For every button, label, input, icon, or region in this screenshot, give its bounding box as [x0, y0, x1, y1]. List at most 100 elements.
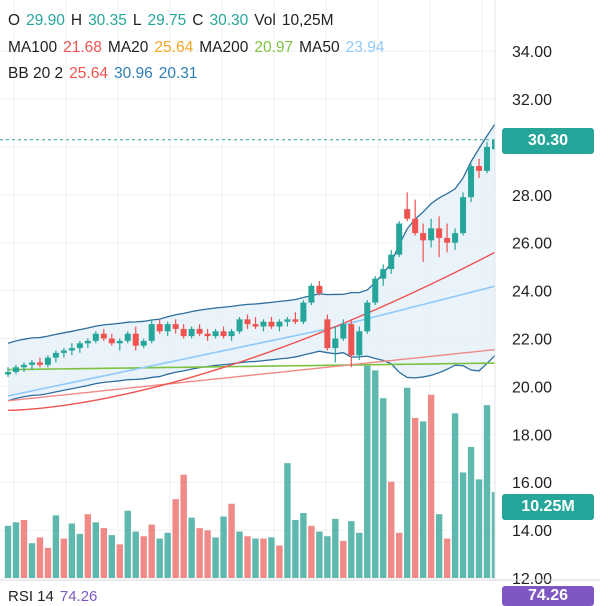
candle-body — [388, 254, 395, 270]
volume-bar — [180, 474, 187, 578]
candle-body — [412, 218, 419, 234]
candle-body — [428, 228, 435, 241]
price-tick-label: 20.00 — [512, 379, 552, 396]
volume-bar — [324, 536, 331, 578]
candle-body — [276, 321, 283, 327]
moving-average-legend: MA100 21.68 MA20 25.64 MA200 20.97 MA50 23.94 — [8, 39, 390, 57]
candle-body — [220, 331, 227, 337]
volume-bar — [411, 417, 419, 578]
ma-value-3: 23.94 — [345, 39, 385, 56]
candle-body — [484, 146, 491, 171]
legend-value-2: 29.75 — [147, 12, 187, 29]
candle-body — [268, 321, 275, 327]
candle-body — [5, 372, 11, 375]
ma-name-1: MA20 — [107, 39, 149, 56]
candle-body — [28, 362, 35, 365]
candle-body — [84, 340, 91, 344]
volume-bar — [148, 524, 155, 578]
legend-key-0: O — [8, 12, 21, 29]
volume-bar — [172, 499, 179, 578]
volume-bar — [196, 528, 203, 578]
candle-body — [356, 331, 363, 356]
candle-body — [12, 367, 19, 373]
candle-body — [76, 343, 83, 349]
candle-body — [212, 331, 219, 337]
candle-body — [316, 285, 323, 293]
candle-body — [116, 340, 123, 344]
candle-body — [476, 166, 483, 171]
rsi-value: 74.26 — [59, 588, 98, 605]
candle-body — [300, 302, 307, 322]
candle-body — [124, 333, 131, 341]
volume-bar — [276, 545, 283, 578]
volume-bar — [228, 503, 235, 578]
volume-bar — [332, 518, 339, 578]
volume-bar — [12, 522, 20, 578]
candle-body — [204, 333, 211, 337]
candle-body — [236, 319, 243, 332]
volume-bar — [340, 540, 347, 578]
rsi-value-tag: 74.26 — [502, 586, 594, 606]
ma-name-3: MA50 — [299, 39, 340, 56]
volume-bar — [132, 531, 139, 578]
bb-value-0: 25.64 — [69, 65, 108, 82]
candle-body — [404, 209, 411, 219]
legend-value-1: 30.35 — [88, 12, 127, 29]
volume-bar — [380, 398, 387, 578]
candle-body — [436, 228, 443, 238]
volume-bar — [395, 532, 403, 578]
volume-bar — [76, 533, 84, 578]
candle-body — [444, 237, 451, 243]
price-tick-label: 34.00 — [512, 44, 552, 61]
candle-body — [252, 324, 259, 327]
volume-bar — [403, 387, 411, 578]
candle-body — [364, 302, 371, 332]
candle-body — [68, 348, 75, 351]
volume-bar — [140, 536, 147, 578]
candle-body — [228, 331, 235, 337]
ma20-line — [7, 251, 496, 412]
candle-body — [156, 324, 163, 332]
volume-bar — [268, 537, 275, 578]
ma-name-2: MA200 — [199, 39, 249, 56]
volume-label: 10.25M — [502, 494, 594, 520]
candle-body — [468, 166, 475, 198]
volume-bar — [116, 544, 123, 578]
legend-value-4: 10,25M — [281, 12, 334, 29]
ma-value-2: 20.97 — [254, 39, 294, 56]
volume-bar — [284, 463, 291, 578]
legend-key-4: Vol — [254, 12, 276, 29]
candle-body — [20, 364, 27, 368]
volume-bar — [188, 517, 195, 578]
price-tick-label: 26.00 — [512, 236, 552, 253]
candle-body — [180, 328, 187, 337]
price-tick-label: 24.00 — [512, 284, 552, 301]
candle-body — [460, 197, 467, 234]
candle-body — [244, 319, 251, 325]
price-tick-label: 28.00 — [512, 188, 552, 205]
ma-name-0: MA100 — [8, 39, 58, 56]
volume-bar — [20, 520, 28, 578]
candle-body — [340, 324, 347, 339]
volume-bar — [300, 513, 307, 578]
volume-bar — [348, 521, 355, 578]
volume-bar — [44, 547, 52, 578]
bollinger-lower — [7, 350, 496, 402]
volume-bar — [292, 520, 299, 578]
ma100-line — [7, 348, 496, 402]
volume-bar — [364, 365, 371, 578]
volume-bar — [316, 531, 323, 578]
candle-body — [148, 324, 155, 341]
candle-body — [188, 328, 195, 337]
volume-bar — [483, 405, 491, 578]
volume-bar — [68, 523, 76, 578]
ma200-line — [7, 362, 496, 371]
bb-value-1: 30.96 — [113, 65, 153, 82]
bollinger-legend: BB 20 2 25.64 30.96 20.31 — [8, 65, 204, 83]
candle-body — [196, 328, 203, 334]
volume-bar — [260, 538, 267, 578]
candle-body — [100, 333, 107, 339]
candle-body — [132, 333, 139, 346]
volume-bar — [204, 530, 211, 578]
candle-body — [348, 324, 355, 356]
